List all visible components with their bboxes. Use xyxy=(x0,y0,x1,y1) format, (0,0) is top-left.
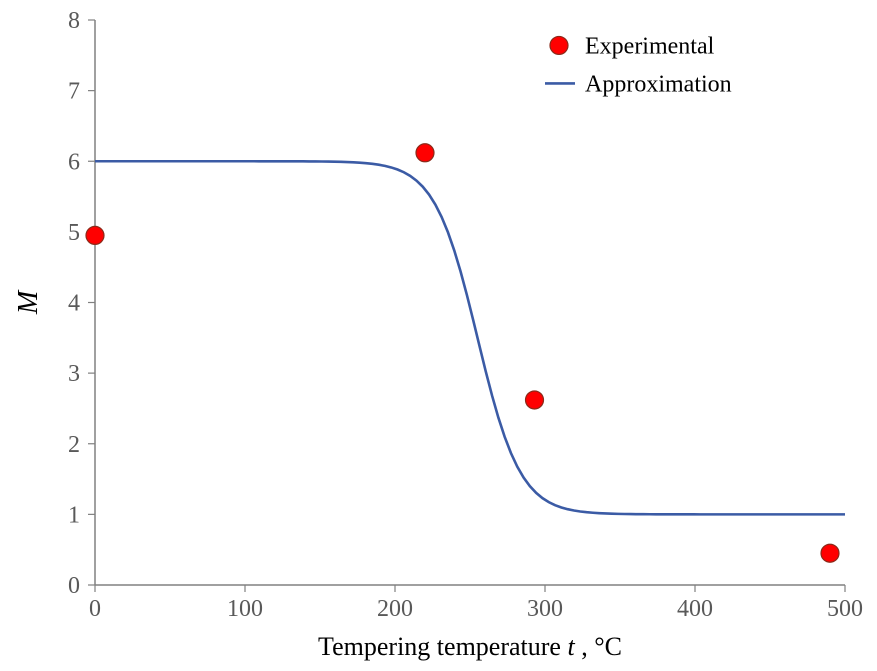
chart-container: 0 100 200 300 400 500 0 1 2 3 4 5 6 7 8 M Tempering t… xyxy=(0,0,877,671)
x-axis-label: Tempering temperature t , °C xyxy=(318,632,622,661)
x-tick-label: 0 xyxy=(89,596,101,622)
legend-marker-icon xyxy=(550,36,568,54)
y-tick-label: 2 xyxy=(68,432,80,458)
legend-label: Approximation xyxy=(585,71,732,97)
x-tick-label: 200 xyxy=(377,596,413,622)
data-point xyxy=(416,144,434,162)
x-tick-label: 400 xyxy=(677,596,713,622)
y-tick-label: 5 xyxy=(68,220,80,246)
legend-label: Experimental xyxy=(585,33,715,59)
data-point xyxy=(526,391,544,409)
y-tick-label: 6 xyxy=(68,149,80,175)
chart-svg: 0 100 200 300 400 500 0 1 2 3 4 5 6 7 8 M Tempering t… xyxy=(0,0,877,671)
x-tick-label: 500 xyxy=(827,596,863,622)
y-tick-label: 3 xyxy=(68,361,80,387)
y-tick-label: 8 xyxy=(68,8,80,34)
y-axis-label: M xyxy=(13,289,44,315)
y-tick-label: 7 xyxy=(68,79,80,105)
y-tick-label: 0 xyxy=(68,573,80,599)
y-tick-label: 4 xyxy=(68,291,80,317)
y-ticks: 0 1 2 3 4 5 6 7 8 xyxy=(68,8,95,599)
x-axis-label-unit: , °C xyxy=(581,632,622,661)
y-tick-label: 1 xyxy=(68,502,80,528)
x-axis-label-text: Tempering temperature xyxy=(318,632,561,661)
x-ticks: 0 100 200 300 400 500 xyxy=(89,585,863,622)
x-axis-label-symbol: t xyxy=(567,632,575,661)
data-point xyxy=(821,544,839,562)
x-tick-label: 100 xyxy=(227,596,263,622)
data-point xyxy=(86,226,104,244)
x-tick-label: 300 xyxy=(527,596,563,622)
